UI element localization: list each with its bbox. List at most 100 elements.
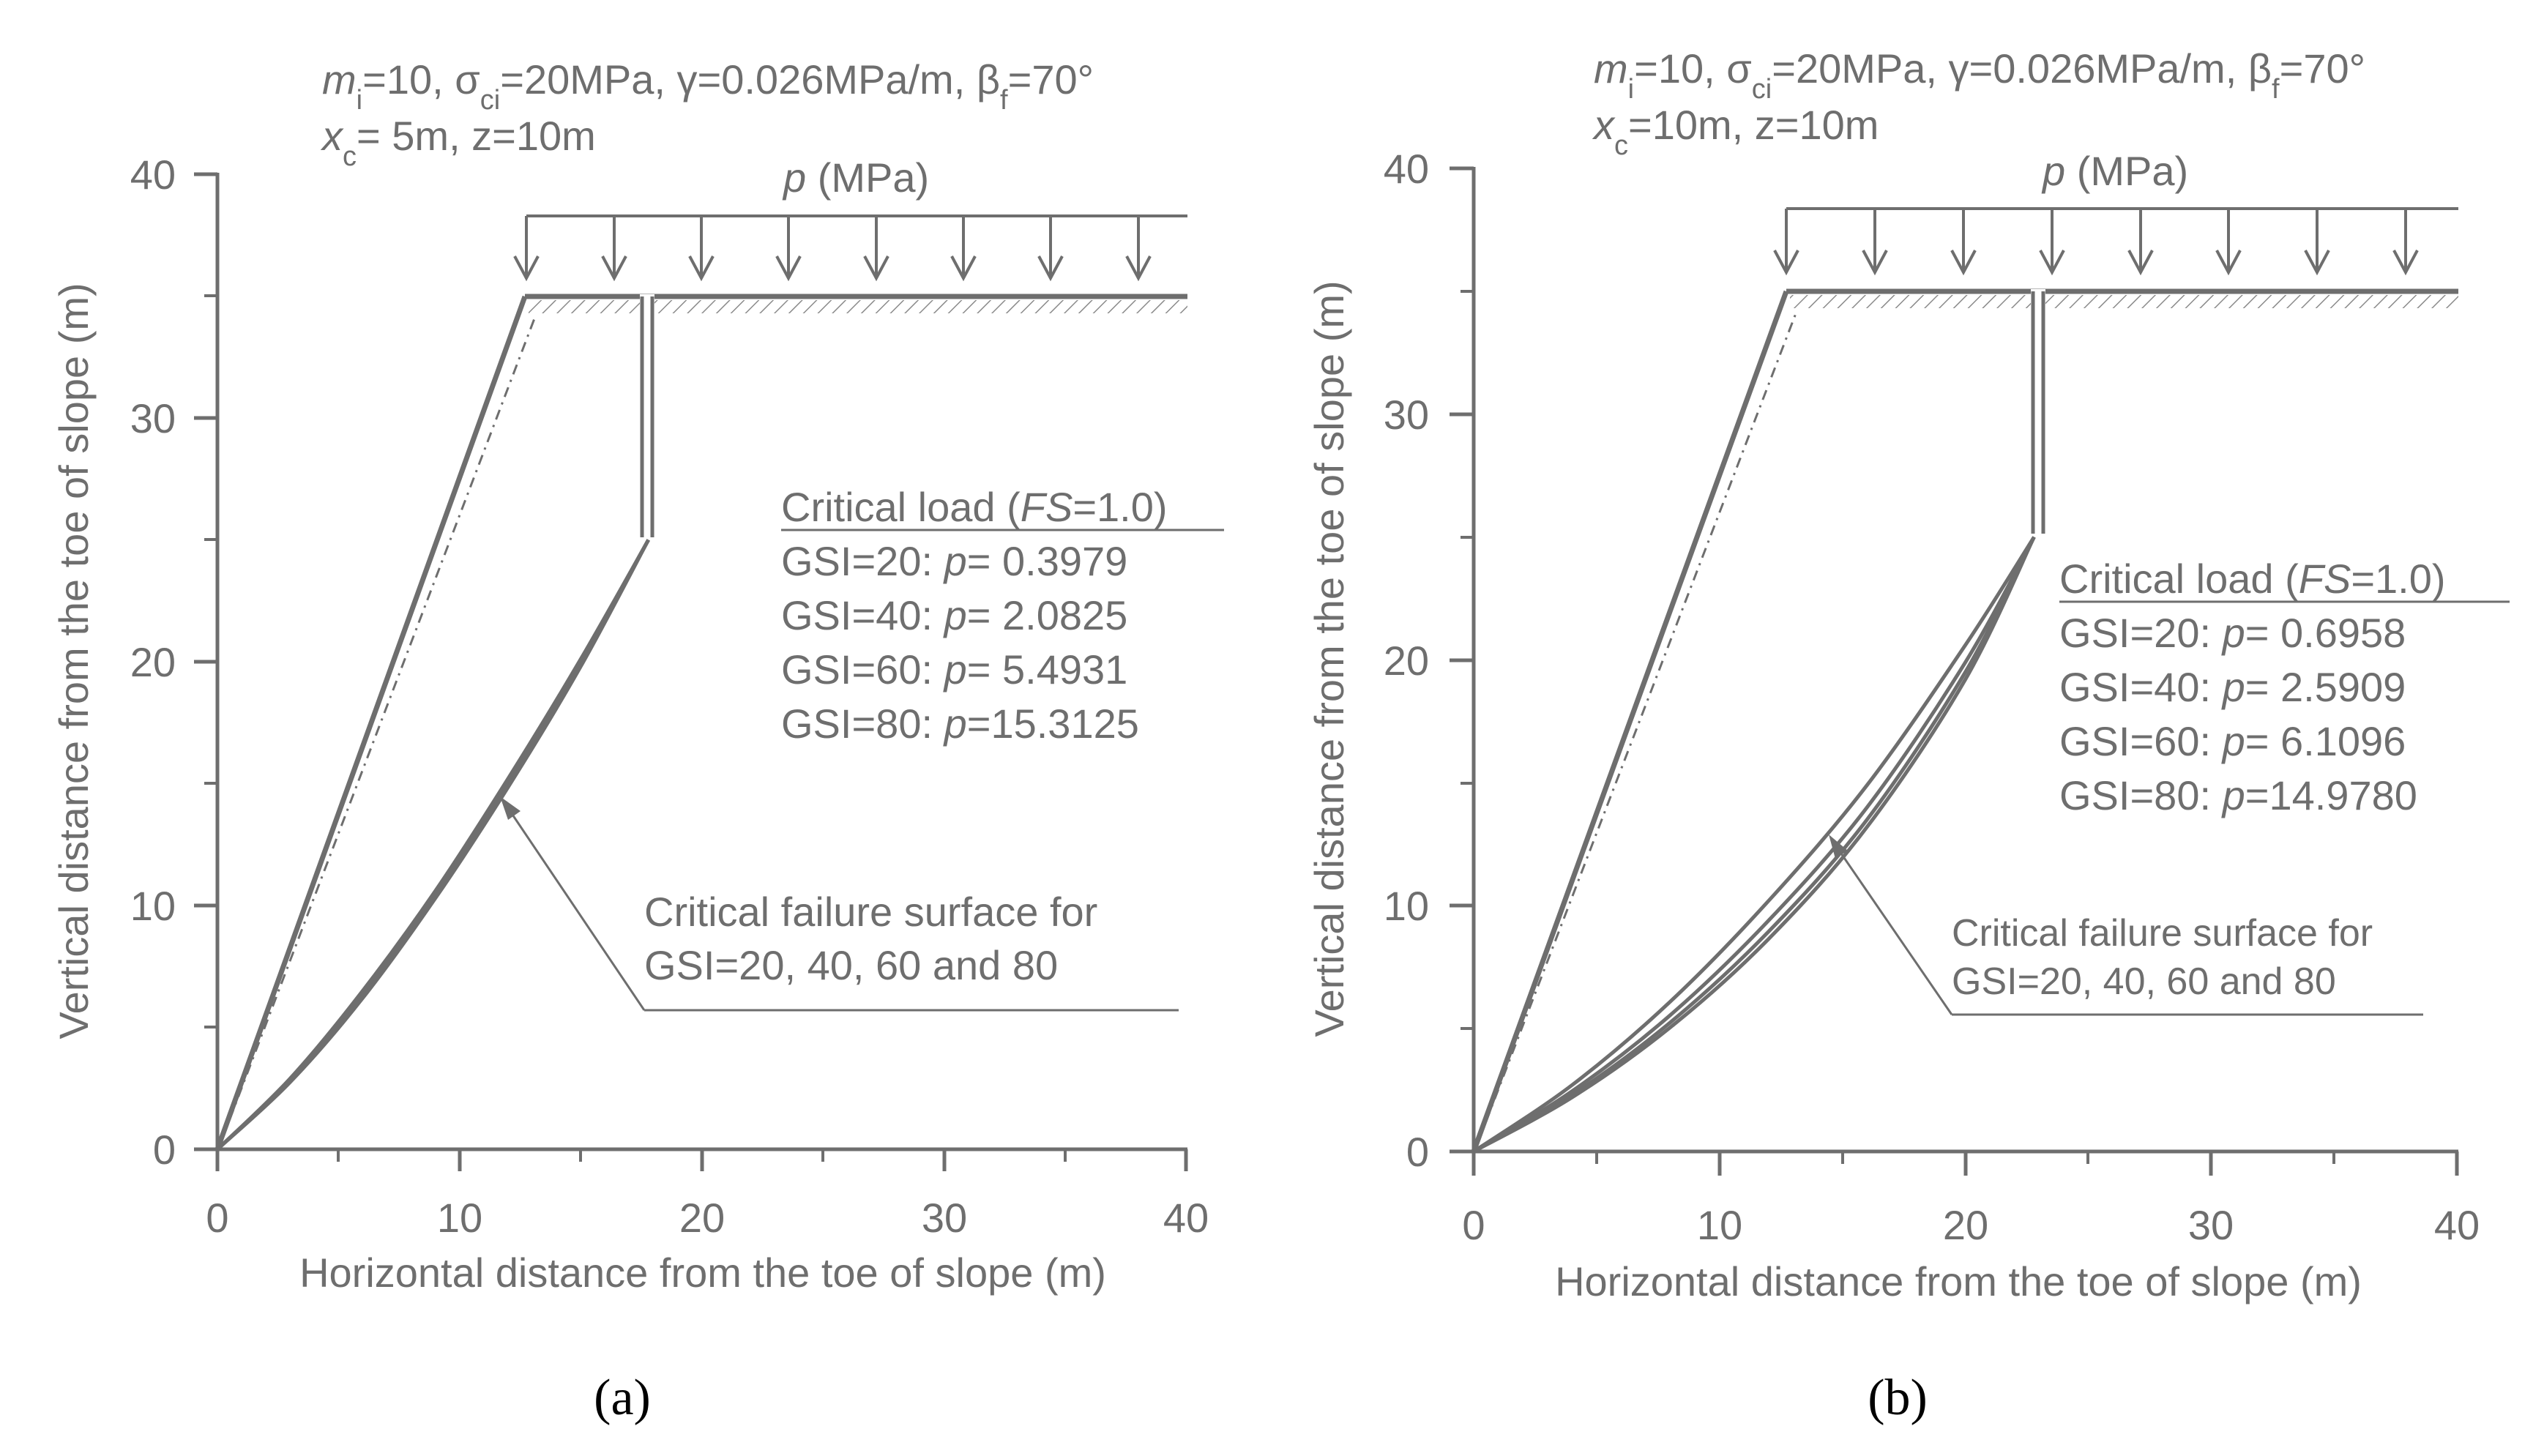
load-arrow xyxy=(775,216,802,282)
load-arrow xyxy=(2304,209,2330,276)
critical-load-row: GSI=40: p= 2.5909 xyxy=(2059,664,2406,710)
load-arrow xyxy=(1862,209,1888,276)
annotation-leader xyxy=(504,803,646,1011)
y-tick-label: 20 xyxy=(1384,638,1429,684)
x-tick-label: 10 xyxy=(1697,1202,1742,1248)
y-tick-label: 0 xyxy=(1406,1129,1429,1175)
panel-b: mi=10, σci=20MPa, γ=0.026MPa/m, βf=70° x… xyxy=(1306,45,2510,1426)
x-tick-labels: 0 10 20 30 40 xyxy=(1462,1202,2480,1248)
failure-surface-gsi-80 xyxy=(1472,536,2036,1154)
annotation-line-1: Critical failure surface for xyxy=(644,889,1097,935)
critical-load-row: GSI=20: p= 0.3979 xyxy=(781,538,1127,584)
failure-surface-annotation: Critical failure surface for GSI=20, 40,… xyxy=(500,796,1179,1012)
slope-face-offset xyxy=(220,314,537,1143)
critical-load-row: GSI=80: p=15.3125 xyxy=(781,701,1139,747)
x-tick-label: 40 xyxy=(1163,1195,1209,1241)
critical-load-row: GSI=60: p= 6.1096 xyxy=(2059,718,2406,764)
x-tick-label: 30 xyxy=(2188,1202,2234,1248)
x-tick-labels: 0 10 20 30 40 xyxy=(206,1195,1209,1241)
y-tick-label: 30 xyxy=(1384,392,1429,438)
critical-load-title: Critical load (FS=1.0) xyxy=(781,484,1168,530)
params-line-1: mi=10, σci=20MPa, γ=0.026MPa/m, βf=70° xyxy=(1594,45,2365,105)
failure-surfaces xyxy=(216,539,650,1151)
load-arrow xyxy=(863,216,889,282)
load-arrow xyxy=(601,216,627,282)
x-tick-label: 20 xyxy=(1943,1202,1988,1248)
annotation-arrowhead xyxy=(1829,835,1848,859)
failure-surfaces xyxy=(1472,536,2036,1154)
load-arrow xyxy=(950,216,977,282)
load-arrow xyxy=(1037,216,1064,282)
load-arrows xyxy=(513,214,1187,282)
annotation-line-1: Critical failure surface for xyxy=(1952,912,2373,955)
params-line-1: mi=10, σci=20MPa, γ=0.026MPa/m, βf=70° xyxy=(322,56,1094,116)
x-axis-label: Horizontal distance from the toe of slop… xyxy=(1555,1258,2362,1304)
x-tick-label: 10 xyxy=(437,1195,482,1241)
load-label: p (MPa) xyxy=(2041,148,2188,194)
x-axis xyxy=(1471,1149,2459,1176)
y-axis xyxy=(194,172,220,1151)
slope-face xyxy=(215,295,528,1151)
ground-hatch xyxy=(1790,295,2458,308)
x-tick-label: 20 xyxy=(679,1195,725,1241)
annotation-leader xyxy=(1832,841,1953,1015)
x-tick-label: 40 xyxy=(2434,1202,2480,1248)
load-label: p (MPa) xyxy=(782,154,929,201)
params-line-2: xc=10m, z=10m xyxy=(1592,102,1879,161)
load-arrow xyxy=(2392,209,2419,276)
y-tick-label: 30 xyxy=(130,395,176,441)
failure-surface-annotation: Critical failure surface for GSI=20, 40,… xyxy=(1829,835,2423,1016)
x-axis xyxy=(215,1147,1188,1171)
failure-surface-gsi-20 xyxy=(1472,536,2036,1154)
x-tick-label: 30 xyxy=(922,1195,967,1241)
annotation-arrowhead xyxy=(500,796,521,820)
failure-surface-gsi-80 xyxy=(216,539,650,1151)
panel-label-b: (b) xyxy=(1868,1370,1928,1426)
annotation-line-2: GSI=20, 40, 60 and 80 xyxy=(1952,960,2336,1003)
failure-surface-gsi-40 xyxy=(1472,536,2036,1154)
x-tick-label: 0 xyxy=(206,1195,228,1241)
annotation-line-2: GSI=20, 40, 60 and 80 xyxy=(644,942,1058,988)
y-tick-label: 40 xyxy=(1384,146,1429,192)
y-tick-labels: 40 30 20 10 0 xyxy=(1384,146,1429,1175)
critical-load-box: Critical load (FS=1.0) GSI=20: p= 0.3979… xyxy=(781,484,1224,747)
params-line-2: xc= 5m, z=10m xyxy=(320,113,596,172)
slope-face-offset xyxy=(1476,309,1799,1145)
critical-load-box: Critical load (FS=1.0) GSI=20: p= 0.6958… xyxy=(2059,556,2510,818)
y-tick-label: 0 xyxy=(153,1127,176,1173)
critical-load-row: GSI=80: p=14.9780 xyxy=(2059,772,2417,818)
y-axis-label: Vertical distance from the toe of slope … xyxy=(1306,280,1352,1037)
load-arrow xyxy=(2039,209,2065,276)
x-axis-label: Horizontal distance from the toe of slop… xyxy=(299,1250,1106,1296)
panel-label-a: (a) xyxy=(594,1370,651,1426)
y-tick-label: 40 xyxy=(130,152,176,198)
load-arrow xyxy=(2215,209,2242,276)
critical-load-title: Critical load (FS=1.0) xyxy=(2059,556,2446,602)
load-arrow xyxy=(2127,209,2154,276)
critical-load-row: GSI=40: p= 2.0825 xyxy=(781,592,1127,638)
slope-geometry xyxy=(1471,288,2458,1153)
x-tick-label: 0 xyxy=(1462,1202,1485,1248)
ground-hatch xyxy=(529,300,1187,313)
y-axis xyxy=(1450,166,1476,1154)
slope-geometry xyxy=(215,294,1187,1151)
critical-load-row: GSI=20: p= 0.6958 xyxy=(2059,610,2406,656)
y-axis-label: Vertical distance from the toe of slope … xyxy=(51,283,97,1039)
load-arrow xyxy=(1773,209,1799,276)
y-tick-label: 10 xyxy=(1384,883,1429,929)
y-tick-labels: 40 30 20 10 0 xyxy=(130,152,176,1173)
critical-load-row: GSI=60: p= 5.4931 xyxy=(781,646,1127,692)
load-arrow xyxy=(1125,216,1152,282)
y-tick-label: 10 xyxy=(130,883,176,929)
panel-a: mi=10, σci=20MPa, γ=0.026MPa/m, βf=70° x… xyxy=(51,56,1224,1426)
failure-surface-gsi-40 xyxy=(216,539,650,1151)
failure-surface-gsi-60 xyxy=(216,539,650,1151)
y-tick-label: 20 xyxy=(130,639,176,685)
failure-surface-gsi-20 xyxy=(216,539,650,1151)
load-arrow xyxy=(688,216,715,282)
failure-surface-gsi-60 xyxy=(1472,536,2036,1154)
load-arrow xyxy=(513,216,540,282)
slope-face xyxy=(1471,290,1789,1153)
load-arrow xyxy=(1950,209,1977,276)
